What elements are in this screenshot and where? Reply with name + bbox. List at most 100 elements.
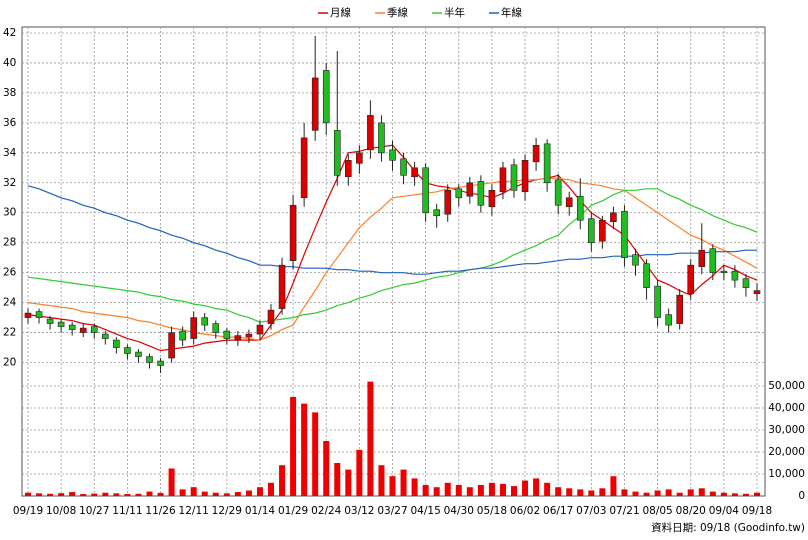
candle-body [731,270,739,281]
candle-body [68,324,76,330]
candle-body [79,327,87,333]
ma-line [27,188,758,323]
volume-bar [234,492,241,496]
candle-body [621,210,628,258]
y-tick-label: 24 [3,297,17,309]
volume-bar [36,493,43,496]
candle-body [245,333,253,338]
candle-body [588,218,595,243]
candle-body [356,152,363,164]
candle-body [665,314,672,326]
volume-tick-label: 40,000 [768,402,805,414]
volume-bar [621,489,628,496]
x-tick-label: 08/05 [642,505,672,517]
plot-frame [21,26,766,497]
x-tick-label: 10/27 [79,505,109,517]
x-tick-label: 03/27 [377,505,407,517]
volume-bar [522,480,529,496]
candle-body [753,290,761,294]
x-tick-label: 07/21 [609,505,639,517]
candle-body [201,317,209,326]
candle-body [333,130,341,176]
y-tick-label: 38 [3,87,16,99]
candle-body [554,179,562,206]
candle-body [35,311,43,318]
volume-bar [256,487,263,496]
candle-body [698,249,706,267]
candle-body [46,318,54,324]
candle-body [433,209,440,217]
volume-bar [378,465,385,496]
candle-body [223,330,231,339]
y-tick-label: 36 [3,117,17,129]
x-tick-label: 11/11 [112,505,142,517]
legend-label: 半年 [444,6,465,19]
candle-body [267,309,275,324]
volume-bar [544,482,551,496]
volume-bar [444,482,451,496]
candle-body [543,143,551,184]
candle-body [57,321,65,327]
volume-bar [245,490,252,496]
volume-bar [124,494,131,496]
volume-bar [301,403,308,496]
candle-body [212,323,220,333]
x-tick-label: 10/08 [46,505,76,517]
volume-bar [742,493,749,496]
volume-bar [422,485,429,496]
volume-bar [588,490,595,496]
x-tick-label: 12/29 [212,505,242,517]
x-tick-label: 08/20 [676,505,706,517]
candle-body [234,335,242,341]
y-tick-label: 22 [3,327,16,339]
y-tick-label: 26 [3,267,17,279]
volume-bar [511,486,517,496]
volume-bar [312,412,319,496]
volume-tick-label: 50,000 [768,380,805,392]
x-tick-label: 09/04 [709,505,740,517]
volume-bar [179,489,186,496]
volume-bar [290,397,297,496]
x-tick-label: 01/29 [278,505,308,517]
volume-bar [212,492,219,496]
y-tick-label: 34 [3,147,17,159]
candle-body [24,312,32,318]
candle-body [455,188,463,199]
x-tick-label: 06/02 [510,505,540,517]
x-tick-label: 06/17 [543,505,573,517]
volume-tick-label: 10,000 [768,468,805,480]
volume-bar [334,463,341,496]
candle-body [444,189,452,215]
candle-body [676,294,683,324]
volume-tick-label: 20,000 [768,446,805,458]
y-tick-label: 32 [3,177,16,189]
y-tick-label: 20 [3,357,16,369]
volume-bar [411,478,418,496]
candle-body [466,182,474,197]
volume-bar [47,493,54,496]
legend-label: 年線 [501,6,522,19]
x-tick-label: 04/30 [444,505,474,517]
volume-bar [80,494,87,496]
x-tick-label: 01/14 [245,505,276,517]
volume-tick-label: 0 [798,490,805,502]
x-tick-label: 02/24 [311,505,342,517]
candle-body [168,332,175,359]
volume-bar [665,489,672,496]
volume-bar [499,483,506,496]
volume-bar [323,441,330,496]
volume-bar [356,449,363,496]
candle-body [411,167,418,178]
candle-body [687,264,695,294]
candle-body [157,360,164,366]
candle-body [289,204,297,261]
volume-bar [102,492,109,496]
candle-body [311,77,319,131]
candle-body [367,115,374,151]
x-tick-label: 07/03 [576,505,606,517]
y-tick-label: 28 [3,237,16,249]
volume-bar [555,487,562,496]
source-note: 資料日期: 09/18 (Goodinfo.tw) [651,521,805,534]
candle-body [599,219,606,242]
volume-bar [466,487,473,496]
